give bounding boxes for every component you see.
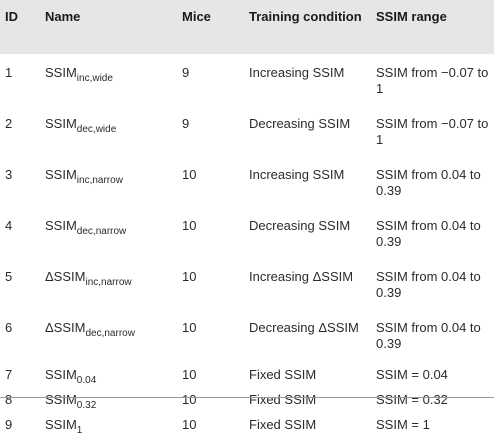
cell-id: 6 bbox=[5, 319, 13, 335]
cell-id: 9 bbox=[5, 416, 13, 432]
cell-range: SSIM = 1 bbox=[376, 416, 430, 432]
table-row: 3 SSIMinc,narrow 10 Increasing SSIM SSIM… bbox=[0, 156, 494, 207]
name-main: SSIM bbox=[45, 64, 77, 80]
cell-condition: Increasing SSIM bbox=[249, 64, 345, 80]
name-main: SSIM bbox=[45, 416, 77, 432]
cell-name: SSIMdec,wide bbox=[40, 105, 177, 156]
name-subscript: dec,narrow bbox=[76, 225, 127, 237]
cell-name: ΔSSIMdec,narrow bbox=[40, 309, 177, 360]
name-subscript: dec,narrow bbox=[85, 327, 135, 339]
name-main: SSIM bbox=[45, 217, 77, 233]
cell-condition: Increasing ΔSSIM bbox=[249, 268, 354, 284]
cell-range: SSIM = 0.04 bbox=[376, 366, 448, 382]
cell-id: 7 bbox=[5, 366, 13, 382]
table-row: 9 SSIM1 10 Fixed SSIM SSIM = 1 bbox=[0, 410, 494, 436]
cell-name: SSIM1 bbox=[40, 410, 177, 436]
table-row: 5 ΔSSIMinc,narrow 10 Increasing ΔSSIM SS… bbox=[0, 258, 494, 309]
name-subscript: 0.04 bbox=[76, 374, 97, 386]
cell-name: SSIMinc,wide bbox=[40, 54, 177, 105]
cell-condition: Decreasing SSIM bbox=[249, 217, 351, 233]
cell-range: SSIM from 0.04 to 0.39 bbox=[376, 217, 481, 249]
cell-mice: 10 bbox=[182, 268, 197, 284]
header-mice: Mice bbox=[182, 9, 211, 24]
cell-mice: 9 bbox=[182, 64, 190, 80]
cell-mice: 10 bbox=[182, 217, 197, 233]
name-main: SSIM bbox=[45, 166, 77, 182]
cell-name: SSIMdec,narrow bbox=[40, 207, 177, 258]
cell-condition: Decreasing SSIM bbox=[249, 115, 351, 131]
name-subscript: inc,narrow bbox=[76, 174, 123, 186]
table-row: 4 SSIMdec,narrow 10 Decreasing SSIM SSIM… bbox=[0, 207, 494, 258]
header-id: ID bbox=[5, 9, 18, 24]
cell-condition: Increasing SSIM bbox=[249, 166, 345, 182]
name-main: ΔSSIM bbox=[45, 319, 86, 335]
cell-condition: Fixed SSIM bbox=[249, 416, 317, 432]
table-header-row: ID Name Mice Training condition SSIM ran… bbox=[0, 0, 494, 54]
table-bottom-rule bbox=[0, 397, 494, 398]
name-subscript: inc,wide bbox=[76, 72, 113, 84]
name-main: SSIM bbox=[45, 115, 77, 131]
table-row: 6 ΔSSIMdec,narrow 10 Decreasing ΔSSIM SS… bbox=[0, 309, 494, 360]
cell-range: SSIM from 0.04 to 0.39 bbox=[376, 268, 481, 300]
cell-mice: 9 bbox=[182, 115, 190, 131]
name-main: SSIM bbox=[45, 391, 77, 407]
header-condition: Training condition bbox=[249, 9, 362, 24]
cell-mice: 10 bbox=[182, 366, 197, 382]
cell-name: ΔSSIMinc,narrow bbox=[40, 258, 177, 309]
name-main: SSIM bbox=[45, 366, 77, 382]
cell-id: 3 bbox=[5, 166, 13, 182]
name-subscript: inc,narrow bbox=[85, 276, 132, 288]
cell-condition: Decreasing ΔSSIM bbox=[249, 319, 359, 335]
cell-range: SSIM from 0.04 to 0.39 bbox=[376, 166, 481, 198]
table-row: 7 SSIM0.04 10 Fixed SSIM SSIM = 0.04 bbox=[0, 360, 494, 386]
cell-condition: Fixed SSIM bbox=[249, 366, 317, 382]
header-range: SSIM range bbox=[376, 9, 447, 24]
cell-mice: 10 bbox=[182, 319, 197, 335]
table-row: 1 SSIMinc,wide 9 Increasing SSIM SSIM fr… bbox=[0, 54, 494, 105]
cell-id: 1 bbox=[5, 64, 13, 80]
cell-id: 8 bbox=[5, 391, 13, 407]
table-row: 2 SSIMdec,wide 9 Decreasing SSIM SSIM fr… bbox=[0, 105, 494, 156]
cell-mice: 10 bbox=[182, 166, 197, 182]
name-subscript: 1 bbox=[76, 424, 83, 436]
header-name: Name bbox=[45, 9, 81, 24]
name-subscript: 0.32 bbox=[76, 399, 97, 411]
name-subscript: dec,wide bbox=[76, 123, 117, 135]
cell-id: 2 bbox=[5, 115, 13, 131]
cell-mice: 10 bbox=[182, 416, 197, 432]
cell-name: SSIM0.04 bbox=[40, 360, 177, 386]
cell-range: SSIM from 0.04 to 0.39 bbox=[376, 319, 481, 351]
name-main: ΔSSIM bbox=[45, 268, 86, 284]
cell-range: SSIM from −0.07 to 1 bbox=[376, 64, 489, 96]
cell-id: 4 bbox=[5, 217, 13, 233]
cell-range: SSIM from −0.07 to 1 bbox=[376, 115, 489, 147]
cell-name: SSIMinc,narrow bbox=[40, 156, 177, 207]
cell-id: 5 bbox=[5, 268, 13, 284]
